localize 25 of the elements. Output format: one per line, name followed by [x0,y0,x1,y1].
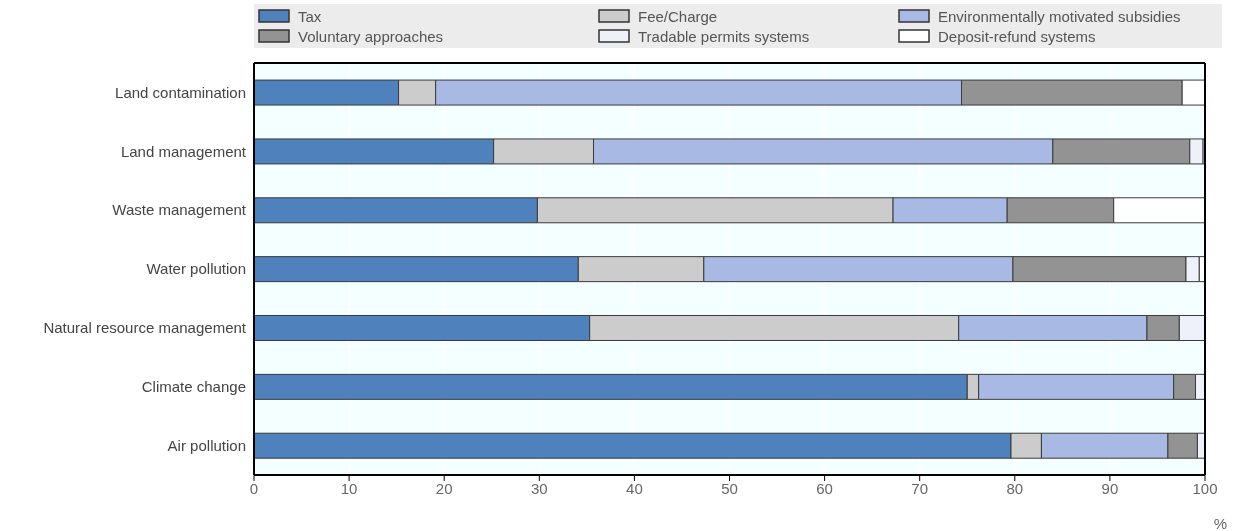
legend-label: Tradable permits systems [638,27,810,45]
y-tick-label: Climate change [141,378,246,396]
y-tick-label: Natural resource management [43,319,247,337]
x-tick-label: 10 [340,479,358,497]
legend-label: Deposit-refund systems [938,27,1096,45]
legend-label: Voluntary approaches [298,27,444,45]
x-tick-label: 90 [1101,479,1119,497]
legend-label: Environmentally motivated subsidies [938,7,1181,25]
x-tick-label: 0 [249,479,259,497]
x-tick-label: 30 [530,479,548,497]
x-tick-label: 80 [1006,479,1024,497]
x-axis-title: % [1213,515,1227,531]
x-tick-label: 70 [911,479,929,497]
legend-label: Fee/Charge [638,7,718,25]
x-tick-label: 60 [816,479,833,497]
y-tick-label: Land management [120,142,247,160]
x-tick-label: 50 [721,479,738,497]
y-tick-label: Water pollution [146,260,246,278]
y-tick-label: Air pollution [167,436,246,454]
x-tick-label: 40 [626,479,643,497]
x-tick-label: 100 [1192,479,1218,497]
y-tick-label: Land contamination [115,83,246,101]
y-tick-label: Waste management [112,201,247,219]
x-tick-label: 20 [435,479,453,497]
legend-label: Tax [298,7,322,25]
